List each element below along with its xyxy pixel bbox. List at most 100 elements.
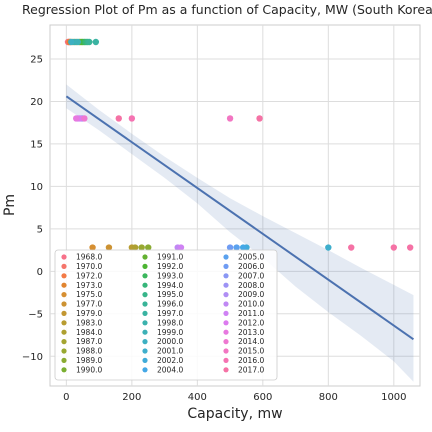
data-point — [81, 115, 88, 122]
legend-label: 1983.0 — [76, 318, 102, 327]
data-point — [406, 244, 414, 251]
legend-marker — [142, 329, 148, 335]
legend-label: 1992.0 — [157, 262, 183, 271]
legend-label: 2011.0 — [238, 309, 264, 318]
legend-label: 1999.0 — [157, 328, 183, 337]
legend-label: 1988.0 — [76, 347, 102, 356]
legend-marker — [61, 301, 67, 307]
y-tick-label: 5 — [37, 224, 43, 235]
y-tick-label: 20 — [30, 97, 43, 108]
legend-label: 1991.0 — [157, 253, 183, 262]
legend-marker — [142, 282, 148, 288]
legend-marker — [142, 339, 148, 345]
legend-label: 2017.0 — [238, 365, 264, 374]
y-tick-label: 10 — [30, 182, 43, 193]
legend-label: 2015.0 — [238, 347, 264, 356]
legend-marker — [61, 273, 67, 279]
legend-marker — [223, 292, 229, 298]
legend-marker — [142, 273, 148, 279]
data-point — [72, 115, 80, 122]
legend-label: 1993.0 — [157, 271, 183, 280]
x-tick-label: 200 — [122, 392, 141, 403]
data-point — [138, 244, 145, 251]
regression-line — [65, 95, 415, 341]
legend-label: 1977.0 — [76, 300, 102, 309]
legend-marker — [61, 367, 67, 373]
x-tick-label: 400 — [188, 392, 207, 403]
legend-label: 2006.0 — [238, 262, 264, 271]
legend-marker — [223, 357, 229, 363]
x-tick-labels: 0 200 400 600 800 1000 — [63, 392, 406, 403]
y-tick-label: 15 — [30, 139, 43, 150]
x-axis-label: Capacity, mw — [187, 406, 282, 422]
legend-marker — [223, 339, 229, 345]
data-point — [226, 244, 234, 251]
legend-marker — [223, 329, 229, 335]
legend-marker — [223, 348, 229, 354]
data-point — [131, 244, 139, 251]
legend-label: 2005.0 — [238, 253, 264, 262]
data-point — [256, 115, 263, 122]
legend-label: 1996.0 — [157, 300, 183, 309]
x-tick-label: 1000 — [381, 392, 406, 403]
legend-label: 1968.0 — [76, 253, 102, 262]
legend-label: 1990.0 — [76, 365, 102, 374]
data-point — [105, 244, 113, 251]
y-tick-label: 0 — [37, 267, 43, 278]
legend-label: 2009.0 — [238, 290, 264, 299]
regression-line-group — [65, 95, 415, 341]
data-point — [86, 38, 93, 46]
legend-marker — [61, 292, 67, 298]
legend-marker — [61, 348, 67, 354]
legend-marker — [61, 357, 67, 363]
x-tick-label: 800 — [319, 392, 338, 403]
legend-marker — [61, 310, 67, 316]
legend-label: 2012.0 — [238, 318, 264, 327]
legend-label: 1998.0 — [157, 318, 183, 327]
legend-label: 1997.0 — [157, 309, 183, 318]
data-point — [177, 244, 185, 251]
data-point — [226, 115, 234, 122]
legend-marker — [142, 292, 148, 298]
data-point — [390, 244, 398, 251]
x-tick-label: 0 — [63, 392, 69, 403]
legend-label: 1975.0 — [76, 290, 102, 299]
legend-marker — [142, 301, 148, 307]
legend-marker — [142, 367, 148, 373]
legend-label: 1984.0 — [76, 328, 102, 337]
legend-marker — [223, 301, 229, 307]
y-tick-labels: −10 −5 0 5 10 15 20 25 — [22, 54, 43, 362]
confidence-band-area — [66, 84, 414, 382]
legend-label: 1979.0 — [76, 309, 102, 318]
legend-marker — [61, 263, 67, 269]
legend-marker — [223, 254, 229, 260]
legend-label: 2010.0 — [238, 300, 264, 309]
y-axis-label: Pm — [2, 194, 18, 216]
legend-marker — [223, 367, 229, 373]
legend-marker — [223, 310, 229, 316]
legend-label: 1994.0 — [157, 281, 183, 290]
legend-marker — [142, 263, 148, 269]
legend-label: 2008.0 — [238, 281, 264, 290]
legend-label: 2013.0 — [238, 328, 264, 337]
chart-title: Regression Plot of Pm as a function of C… — [22, 2, 432, 17]
legend-label: 1989.0 — [76, 356, 102, 365]
legend-marker — [61, 282, 67, 288]
x-tick-label: 600 — [253, 392, 272, 403]
y-tick-label: −10 — [22, 352, 43, 363]
legend-label: 2000.0 — [157, 337, 183, 346]
legend: 1968.01970.01972.01973.01975.01977.01979… — [54, 249, 278, 381]
legend-label: 1995.0 — [157, 290, 183, 299]
legend-marker — [142, 310, 148, 316]
data-point — [115, 115, 122, 122]
legend-marker — [61, 320, 67, 326]
legend-marker — [142, 320, 148, 326]
data-point — [145, 244, 152, 251]
legend-label: 2007.0 — [238, 271, 264, 280]
data-point — [239, 244, 247, 251]
legend-label: 2004.0 — [157, 365, 183, 374]
data-point — [325, 244, 332, 251]
data-point — [89, 244, 96, 251]
legend-label: 1970.0 — [76, 262, 102, 271]
